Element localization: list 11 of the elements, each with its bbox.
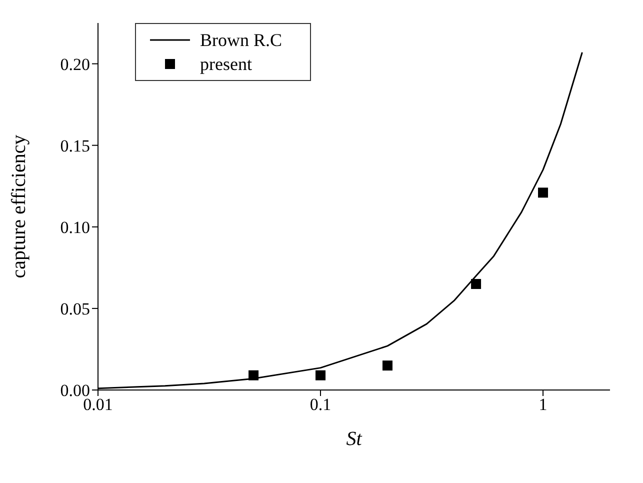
x-tick-label: 1: [538, 395, 548, 414]
y-tick-label: 0.05: [60, 299, 90, 318]
x-tick-label: 0.01: [83, 395, 113, 414]
legend-label: Brown R.C: [200, 29, 282, 51]
y-tick-label: 0.15: [60, 136, 90, 156]
legend-label: present: [200, 53, 252, 75]
x-tick-label: 0.1: [310, 395, 332, 414]
y-axis-title: capture efficiency: [8, 134, 30, 278]
y-tick-label: 0.10: [60, 218, 90, 237]
y-tick-label: 0.20: [60, 54, 90, 74]
x-axis-title: St: [346, 428, 362, 450]
